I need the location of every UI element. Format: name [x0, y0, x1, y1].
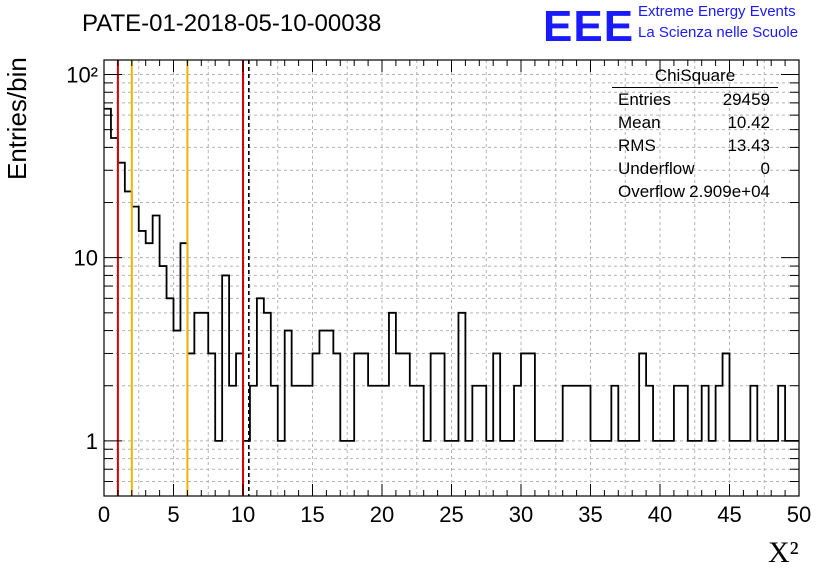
reference-lines [116, 60, 250, 496]
histogram-bin [528, 353, 535, 496]
histogram-bin [146, 243, 153, 496]
logo-line-1: Extreme Energy Events [638, 3, 796, 20]
histogram-bin [354, 353, 361, 496]
x-tick-label: 10 [231, 502, 255, 527]
y-axis-label: Entries/bin [2, 57, 32, 180]
eee-logo: EEE [543, 2, 635, 51]
grid-lines [104, 60, 799, 496]
x-tick-label: 5 [167, 502, 179, 527]
y-tick-label: 1 [86, 429, 98, 454]
histogram-bin [132, 207, 139, 496]
histogram-bin [118, 163, 125, 496]
histogram-outline [104, 107, 799, 442]
histogram-bin [180, 243, 187, 496]
x-tick-label: 20 [370, 502, 394, 527]
histogram-bin [139, 231, 146, 496]
stats-row-overflow: Overflow 2.909e+04 [612, 180, 778, 203]
histogram-bin [111, 138, 118, 496]
x-axis-label: X² [768, 536, 799, 569]
histogram-bin [208, 353, 215, 496]
histogram-bins [104, 107, 799, 496]
y-tick-label: 10² [66, 63, 98, 88]
histogram-bin [438, 353, 445, 496]
histogram-bin [361, 353, 368, 496]
histogram-bin [396, 353, 403, 496]
histogram-bin [160, 266, 167, 496]
y-tick-label: 10 [74, 246, 98, 271]
histogram-bin [264, 313, 271, 496]
histogram-bin [257, 298, 264, 496]
histogram-bin [194, 313, 201, 496]
stats-value: 13.43 [727, 136, 770, 155]
histogram-bin [236, 353, 243, 496]
x-tick-label: 35 [578, 502, 602, 527]
histogram-bin [319, 331, 326, 496]
histogram-bin [639, 353, 646, 496]
histogram-bin [167, 298, 174, 496]
x-tick-label: 30 [509, 502, 533, 527]
x-tick-label: 40 [648, 502, 672, 527]
histogram-bin [493, 353, 500, 496]
histogram-bin [326, 331, 333, 496]
stats-key: Mean [618, 113, 661, 132]
histogram-bin [187, 353, 194, 496]
histogram-bin [521, 353, 528, 496]
stats-title: ChiSquare [612, 66, 778, 88]
stats-row-underflow: Underflow 0 [612, 157, 778, 180]
x-tick-label: 45 [717, 502, 741, 527]
stats-box: ChiSquare Entries 29459 Mean 10.42 RMS 1… [612, 66, 778, 203]
stats-key: RMS [618, 136, 656, 155]
stats-value: 29459 [722, 90, 770, 109]
histogram-bin [723, 353, 730, 496]
histogram-bin [201, 313, 208, 496]
histogram-bin [174, 331, 181, 496]
histogram-bin [458, 313, 465, 496]
y-axis-ticks: 1 10 10² [66, 63, 799, 482]
stats-row-mean: Mean 10.42 [612, 111, 778, 134]
x-tick-label: 25 [439, 502, 463, 527]
stats-row-rms: RMS 13.43 [612, 134, 778, 157]
stats-key: Overflow [618, 182, 686, 201]
x-tick-label: 15 [300, 502, 324, 527]
histogram-bin [431, 353, 438, 496]
histogram-bin [313, 353, 320, 496]
x-tick-label: 50 [787, 502, 811, 527]
histogram-bin [104, 109, 111, 496]
histogram-bin [125, 191, 132, 496]
stats-value: 0 [760, 159, 770, 178]
stats-value: 2.909e+04 [689, 182, 770, 201]
stats-key: Underflow [618, 159, 695, 178]
histogram-bin [403, 353, 410, 496]
stats-row-entries: Entries 29459 [612, 88, 778, 111]
x-axis-ticks: 0 5 10 15 20 25 30 35 40 45 50 [98, 60, 811, 527]
histogram-bin [333, 353, 340, 496]
stats-value: 10.42 [727, 113, 770, 132]
x-tick-label: 0 [98, 502, 110, 527]
logo-line-2: La Scienza nelle Scuole [638, 24, 799, 41]
chart-title: PATE-01-2018-05-10-00038 [82, 10, 382, 37]
histogram-bin [285, 331, 292, 496]
stats-key: Entries [618, 90, 671, 109]
histogram-bin [389, 313, 396, 496]
